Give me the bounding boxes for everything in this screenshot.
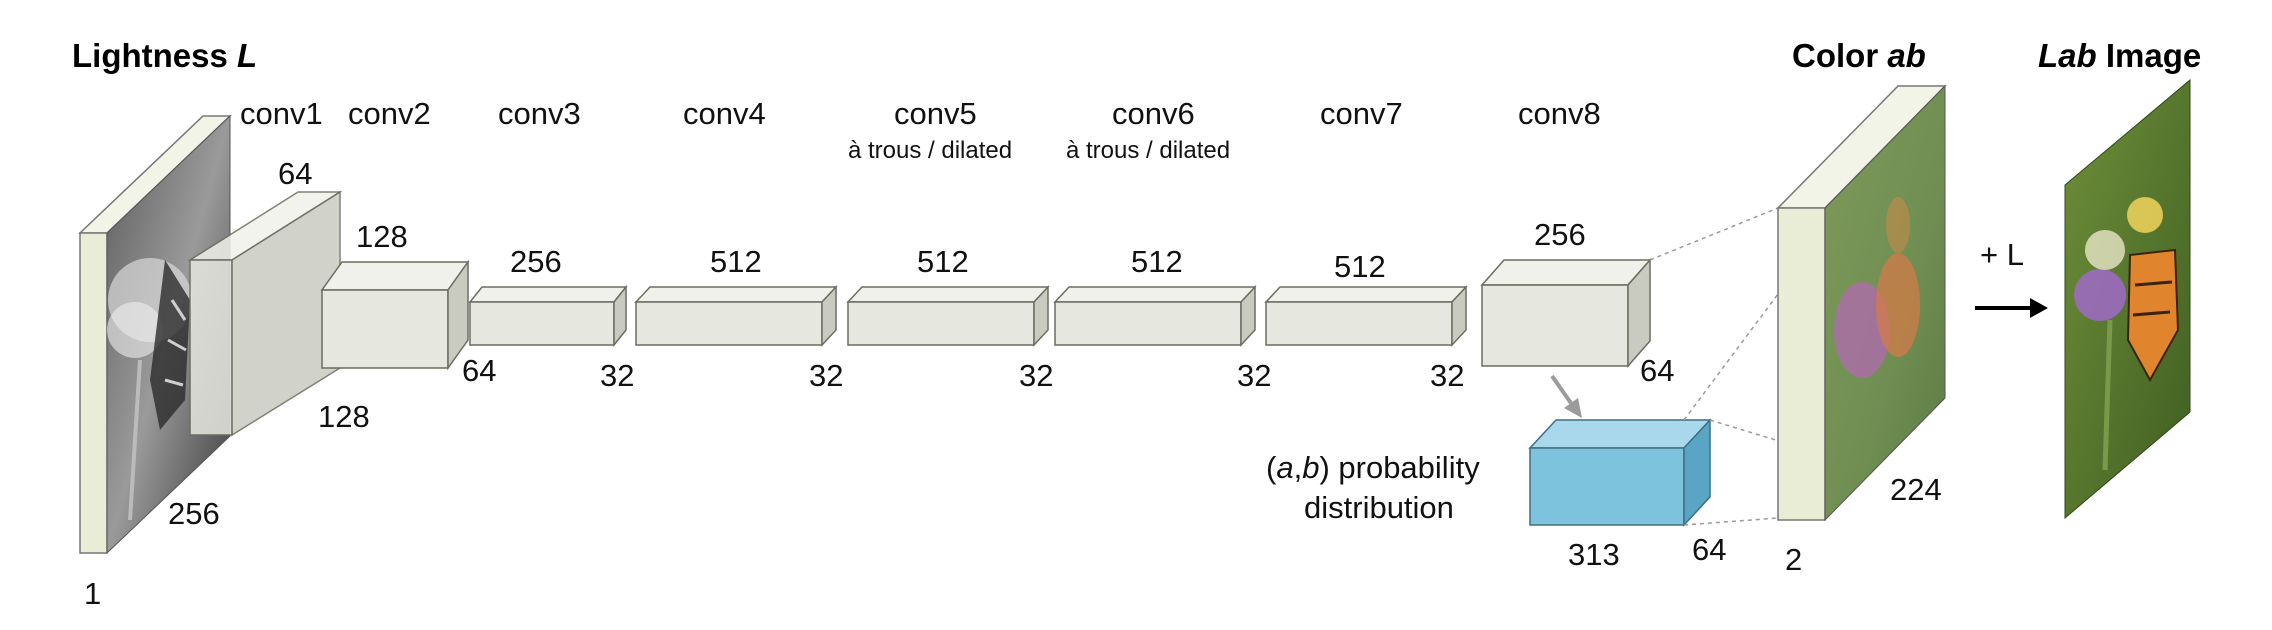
ab-color-map — [1834, 197, 1920, 378]
conv8-label: conv8 — [1518, 96, 1601, 131]
grayscale-butterfly-image — [107, 258, 192, 521]
probability-block — [1528, 418, 1712, 527]
conv5-block — [846, 285, 1050, 347]
conv6-depth: 512 — [1131, 244, 1183, 279]
conv7-label: conv7 — [1320, 96, 1403, 131]
conv3-block — [468, 284, 628, 348]
input-lightness-plate — [78, 114, 232, 555]
lab-image-title: Lab Image — [2038, 37, 2201, 74]
lightness-title-prefix: Lightness — [72, 37, 237, 74]
color-ab-title: Color ab — [1792, 37, 1926, 74]
conv4-label: conv4 — [683, 96, 766, 131]
conv3-depth: 256 — [510, 244, 562, 279]
conv8-block — [1480, 258, 1652, 368]
color-title-var: ab — [1887, 37, 1926, 74]
conv1-block — [187, 190, 343, 437]
lightness-title: Lightness L — [72, 37, 257, 74]
conv6-label: conv6 — [1112, 96, 1195, 131]
prob-b-var: b — [1302, 450, 1319, 485]
prob-open-paren: ( — [1266, 450, 1277, 485]
conv6-dilated-note: à trous / dilated — [1066, 137, 1230, 164]
conv2-side: 64 — [462, 353, 496, 388]
probability-side: 64 — [1692, 532, 1726, 567]
conv1-side: 128 — [318, 399, 370, 434]
conv2-block — [320, 259, 470, 371]
probability-label-line2: distribution — [1304, 490, 1454, 525]
conv3-side: 32 — [600, 358, 634, 393]
conv8-side: 64 — [1640, 353, 1674, 388]
output-side: 224 — [1890, 472, 1942, 507]
conv3-label: conv3 — [498, 96, 581, 131]
lightness-title-var: L — [237, 37, 257, 74]
conv2-depth: 128 — [356, 219, 408, 254]
conv2-label: conv2 — [348, 96, 431, 131]
color-title-prefix: Color — [1792, 37, 1887, 74]
conv8-depth: 256 — [1534, 217, 1586, 252]
plus-l-label: + L — [1980, 237, 2024, 272]
conv1-label: conv1 — [240, 96, 323, 131]
prob-rest: ) probability — [1319, 450, 1480, 485]
input-side: 256 — [168, 496, 220, 531]
probability-label-line1: (a,b) probability — [1266, 450, 1480, 485]
lab-title-var: Lab — [2038, 37, 2097, 74]
conv6-block — [1053, 285, 1257, 347]
input-channels: 1 — [84, 576, 101, 611]
lab-title-suffix: Image — [2097, 37, 2202, 74]
output-channels: 2 — [1785, 542, 1802, 577]
conv5-depth: 512 — [917, 244, 969, 279]
conv5-dilated-note: à trous / dilated — [848, 137, 1012, 164]
prob-comma: , — [1294, 450, 1303, 485]
conv4-side: 32 — [809, 358, 843, 393]
conv1-depth: 64 — [278, 156, 312, 191]
probability-depth: 313 — [1568, 537, 1620, 572]
conv6-side: 32 — [1237, 358, 1271, 393]
conv4-block — [634, 285, 838, 347]
projection-lines — [1649, 207, 1826, 526]
plus-l-arrow — [1975, 298, 2048, 318]
conv7-depth: 512 — [1334, 249, 1386, 284]
conv4-depth: 512 — [710, 244, 762, 279]
conv7-side: 32 — [1430, 358, 1464, 393]
conv8-to-prob-arrow — [1550, 374, 1582, 418]
conv5-side: 32 — [1019, 358, 1053, 393]
prob-a-var: a — [1276, 450, 1293, 485]
conv5-label: conv5 — [894, 96, 977, 131]
lab-image — [2064, 78, 2191, 520]
output-color-ab-plate — [1776, 84, 1947, 522]
color-butterfly-image — [2074, 197, 2180, 471]
conv7-block — [1264, 285, 1468, 347]
